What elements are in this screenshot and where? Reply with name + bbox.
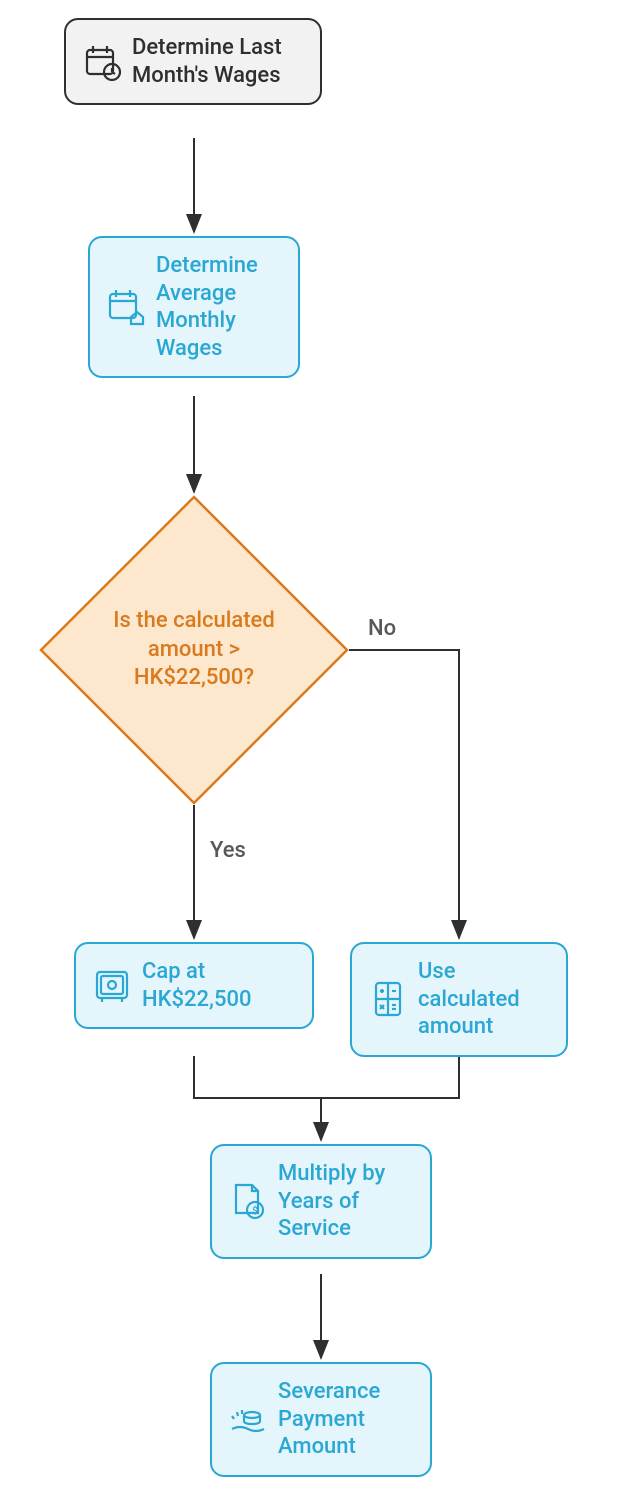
document-money-icon: $	[228, 1181, 268, 1221]
svg-text:$: $	[252, 1204, 258, 1217]
node-label: Cap at HK$22,500	[142, 958, 296, 1013]
node-severance-amount: Severance Payment Amount	[210, 1362, 432, 1477]
node-average-monthly-wages: Determine Average Monthly Wages	[88, 236, 300, 378]
node-use-calculated: Use calculated amount	[350, 942, 568, 1057]
node-label: Determine Average Monthly Wages	[156, 252, 282, 362]
severance-flowchart: Determine Last Month's Wages Determine A…	[0, 0, 628, 1503]
edge-label-no: No	[368, 616, 396, 641]
node-label: Determine Last Month's Wages	[132, 34, 304, 89]
node-last-month-wages: Determine Last Month's Wages	[64, 18, 322, 105]
node-label: Severance Payment Amount	[278, 1378, 414, 1461]
node-label: Use calculated amount	[418, 958, 550, 1041]
node-label: Multiply by Years of Service	[278, 1160, 414, 1243]
calculator-icon	[368, 979, 408, 1019]
node-multiply-years: $ Multiply by Years of Service	[210, 1144, 432, 1259]
calendar-clock-icon	[82, 42, 122, 82]
node-cap-amount: Cap at HK$22,500	[74, 942, 314, 1029]
decision-label: Is the calculated amount > HK$22,500?	[94, 607, 294, 693]
calendar-home-icon	[106, 287, 146, 327]
safe-icon	[92, 966, 132, 1006]
edge-label-yes: Yes	[210, 838, 246, 863]
decision-amount-cap: Is the calculated amount > HK$22,500?	[39, 495, 349, 805]
coins-hand-icon	[228, 1399, 268, 1439]
